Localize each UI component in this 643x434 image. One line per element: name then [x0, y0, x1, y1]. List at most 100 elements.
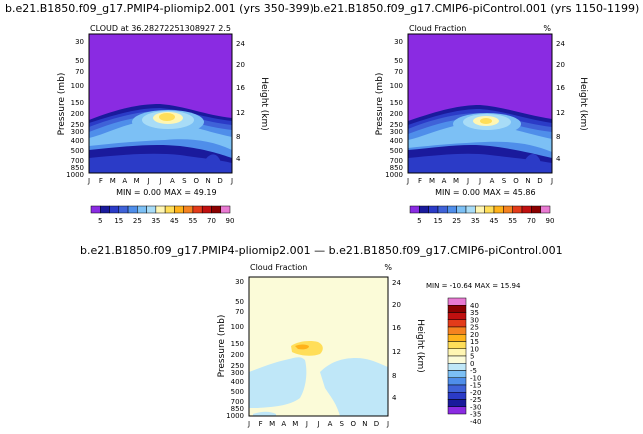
x-tick-label: J — [550, 177, 553, 185]
colorbar-swatch — [484, 205, 495, 214]
x-tick-label: J — [87, 177, 90, 185]
panel-c-contours — [249, 277, 388, 416]
y-tick-right: 8 — [392, 372, 396, 380]
panel-b-colorbar: 5 15 25 35 45 55 70 90 — [409, 205, 554, 225]
colorbar-label: 25 — [470, 324, 479, 332]
x-tick-label: O — [350, 420, 356, 428]
y-tick: 400 — [231, 378, 244, 386]
colorbar-swatch — [183, 205, 194, 214]
colorbar-label: -30 — [470, 403, 481, 411]
panel-c-ylabel-right: Height (km) — [415, 319, 425, 373]
colorbar-label: 10 — [470, 345, 479, 353]
x-tick-label: F — [418, 177, 422, 185]
x-tick-label: F — [259, 420, 263, 428]
x-tick-label: F — [99, 177, 103, 185]
x-tick-label: J — [247, 420, 250, 428]
x-tick-label: J — [305, 420, 308, 428]
colorbar-swatch — [447, 334, 467, 342]
panel-a-y-ticks: 30 50 70 100 150 200 250 300 400 500 700… — [66, 38, 84, 179]
colorbar-swatch — [493, 205, 504, 214]
colorbar-label: -20 — [470, 389, 481, 397]
y-tick: 150 — [390, 99, 403, 107]
y-tick-right: 12 — [556, 109, 565, 117]
colorbar-swatch — [447, 305, 467, 313]
colorbar-swatch — [428, 205, 439, 214]
panel-b-y-ticks-right: 24 20 16 12 8 4 — [556, 40, 565, 163]
x-tick-label: M — [269, 420, 275, 428]
x-tick-label: D — [537, 177, 542, 185]
colorbar-label: 30 — [470, 316, 479, 324]
colorbar-swatch — [465, 205, 476, 214]
y-tick: 30 — [75, 38, 84, 46]
y-tick: 250 — [231, 362, 244, 370]
panel-c-subtitle-left: Cloud Fraction — [250, 263, 307, 272]
y-tick: 50 — [75, 57, 84, 65]
colorbar-swatch — [437, 205, 448, 214]
colorbar-label: 5 — [98, 217, 102, 225]
x-tick-label: O — [193, 177, 199, 185]
y-tick-right: 20 — [392, 301, 401, 309]
y-tick: 200 — [231, 351, 244, 359]
x-tick-label: A — [328, 420, 333, 428]
colorbar-swatch — [503, 205, 513, 214]
colorbar-swatch — [409, 205, 420, 214]
colorbar-label: 5 — [417, 217, 421, 225]
colorbar-label: -40 — [470, 418, 481, 426]
x-tick-label: A — [122, 177, 127, 185]
colorbar-label: 45 — [490, 217, 499, 225]
colorbar-label: -25 — [470, 396, 481, 404]
y-tick: 70 — [394, 68, 403, 76]
y-tick: 250 — [71, 121, 84, 129]
panel-c-stats: MIN = -10.64 MAX = 15.94 — [426, 282, 521, 290]
colorbar-label: 25 — [133, 217, 142, 225]
panel-b-subtitle-left: Cloud Fraction — [409, 24, 466, 33]
panel-b-ylabel-right: Height (km) — [578, 77, 588, 131]
colorbar-label: 55 — [188, 217, 197, 225]
colorbar-label: 0 — [470, 360, 474, 368]
x-tick-label: S — [182, 177, 187, 185]
y-tick: 700 — [71, 157, 84, 165]
colorbar-swatch — [211, 205, 221, 214]
panel-c: b.e21.B1850.f09_g17.PMIP4-pliomip2.001 —… — [80, 244, 563, 428]
x-tick-label: M — [453, 177, 459, 185]
y-tick: 400 — [71, 137, 84, 145]
colorbar-label: -15 — [470, 382, 481, 390]
panel-b-subtitle-right: % — [543, 24, 551, 33]
colorbar-swatch — [447, 348, 467, 357]
x-tick-label: N — [206, 177, 211, 185]
colorbar-label: 35 — [471, 217, 480, 225]
colorbar-swatch — [447, 399, 467, 407]
colorbar-swatch — [531, 205, 541, 214]
y-tick: 30 — [394, 38, 403, 46]
x-tick-label: J — [478, 177, 481, 185]
colorbar-swatch — [220, 205, 231, 214]
colorbar-swatch — [456, 205, 467, 214]
panel-a-subtitle-right: 2.5 — [218, 24, 231, 33]
panel-b-min-label: MIN = 0.00 — [435, 188, 480, 197]
colorbar-swatch — [447, 384, 467, 393]
colorbar-swatch — [174, 205, 184, 214]
panel-c-y-ticks-right: 24 20 16 12 8 4 — [392, 279, 401, 402]
y-tick: 70 — [235, 308, 244, 316]
y-tick: 1000 — [385, 171, 403, 179]
panel-a-ylabel-right: Height (km) — [259, 77, 269, 131]
colorbar-swatch — [192, 205, 203, 214]
colorbar-label: 5 — [470, 353, 474, 361]
panel-c-y-ticks: 30 50 70 100 150 200 250 300 400 500 700… — [226, 278, 244, 420]
colorbar-swatch — [100, 205, 110, 214]
colorbar-swatch — [447, 297, 467, 306]
panel-a-subtitle-left: CLOUD at 36.28272251308927 — [90, 24, 215, 33]
panel-a-colorbar: 5 15 25 35 45 55 70 90 — [90, 205, 234, 225]
y-tick-right: 24 — [236, 40, 245, 48]
y-tick: 300 — [231, 369, 244, 377]
panel-a-min-label: MIN = 0.00 — [116, 188, 161, 197]
colorbar-label: 45 — [170, 217, 179, 225]
panel-a-contours — [89, 34, 232, 173]
y-tick-right: 16 — [556, 84, 565, 92]
x-tick-label: J — [406, 177, 409, 185]
panel-b-y-ticks: 30 50 70 100 150 200 250 300 400 500 700… — [385, 38, 403, 179]
x-tick-label: J — [230, 177, 233, 185]
